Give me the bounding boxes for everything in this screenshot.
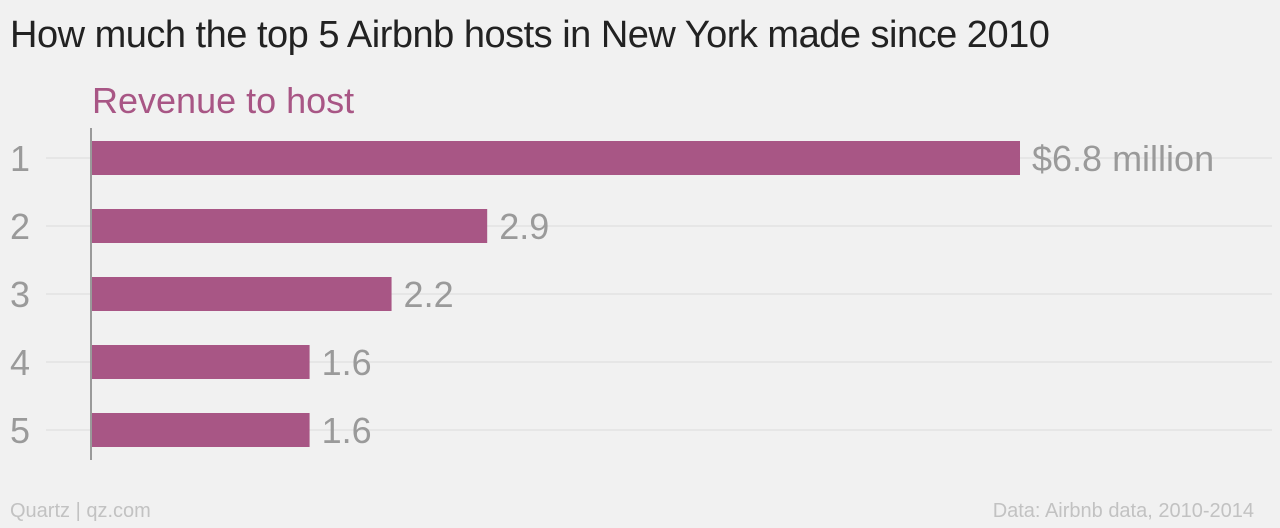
bar — [91, 345, 310, 379]
bar — [91, 277, 392, 311]
value-label: 2.2 — [404, 274, 454, 315]
value-label: 2.9 — [499, 206, 549, 247]
category-label: 1 — [10, 138, 30, 179]
category-label: 3 — [10, 274, 30, 315]
footer-source: Data: Airbnb data, 2010-2014 — [992, 500, 1254, 522]
value-label: 1.6 — [322, 410, 372, 451]
bar — [91, 141, 1020, 175]
bar — [91, 209, 488, 243]
category-label: 2 — [10, 206, 30, 247]
series-label: Revenue to host — [92, 80, 355, 121]
footer-credit: Quartz | qz.com — [10, 500, 151, 522]
value-label: 1.6 — [322, 342, 372, 383]
category-label: 5 — [10, 410, 30, 451]
chart-title: How much the top 5 Airbnb hosts in New Y… — [10, 14, 1050, 56]
category-label: 4 — [10, 342, 30, 383]
bar — [91, 413, 310, 447]
value-label: $6.8 million — [1032, 138, 1214, 179]
